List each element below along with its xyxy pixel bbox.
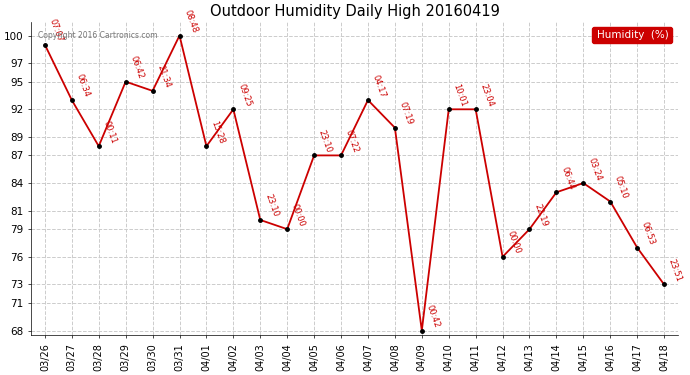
Text: 21:34: 21:34 <box>155 64 172 90</box>
Text: 00:00: 00:00 <box>290 202 306 228</box>
Text: 22:19: 22:19 <box>532 202 549 228</box>
Text: 09:25: 09:25 <box>236 82 253 108</box>
Text: 23:10: 23:10 <box>317 129 333 154</box>
Text: 07:22: 07:22 <box>344 129 360 154</box>
Text: 06:53: 06:53 <box>640 220 657 246</box>
Text: 23:10: 23:10 <box>263 193 279 219</box>
Text: 00:11: 00:11 <box>101 119 118 145</box>
Text: 00:00: 00:00 <box>505 230 522 255</box>
Legend: Humidity  (%): Humidity (%) <box>592 27 672 43</box>
Text: 06:42: 06:42 <box>128 55 145 80</box>
Text: 03:24: 03:24 <box>586 156 603 182</box>
Text: 00:42: 00:42 <box>424 304 441 329</box>
Text: 15:28: 15:28 <box>209 119 226 145</box>
Text: Copyright 2016 Cartronics.com: Copyright 2016 Cartronics.com <box>38 31 157 40</box>
Text: 04:17: 04:17 <box>371 73 387 99</box>
Text: 05:10: 05:10 <box>613 175 629 200</box>
Text: 06:34: 06:34 <box>75 73 91 99</box>
Text: 07:19: 07:19 <box>397 101 414 126</box>
Text: 06:44: 06:44 <box>559 165 576 191</box>
Text: 23:04: 23:04 <box>478 82 495 108</box>
Title: Outdoor Humidity Daily High 20160419: Outdoor Humidity Daily High 20160419 <box>210 4 500 19</box>
Text: 07:07: 07:07 <box>48 18 64 44</box>
Text: 10:01: 10:01 <box>451 82 468 108</box>
Text: 23:51: 23:51 <box>667 258 684 283</box>
Text: 08:48: 08:48 <box>182 9 199 34</box>
